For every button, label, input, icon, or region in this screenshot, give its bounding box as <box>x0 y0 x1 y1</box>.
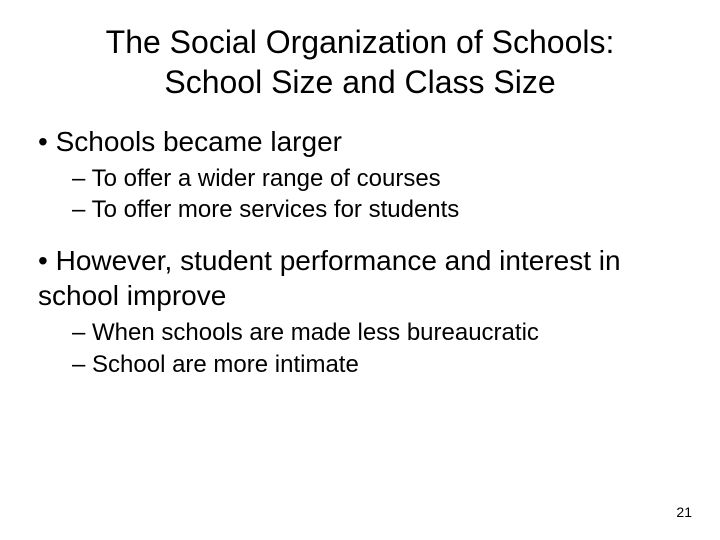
bullet-text: However, student performance and interes… <box>38 245 621 311</box>
bullet-text: Schools became larger <box>56 126 342 157</box>
title-line-2: School Size and Class Size <box>164 64 555 100</box>
sub-bullet-item: To offer more services for students <box>72 194 680 225</box>
slide-content: Schools became larger To offer a wider r… <box>0 102 720 380</box>
page-number: 21 <box>676 504 692 520</box>
slide: The Social Organization of Schools: Scho… <box>0 0 720 540</box>
sub-bullet-item: When schools are made less bureaucratic <box>72 317 680 348</box>
title-line-1: The Social Organization of Schools: <box>106 24 615 60</box>
sub-bullet-item: To offer a wider range of courses <box>72 163 680 194</box>
slide-title: The Social Organization of Schools: Scho… <box>0 0 720 102</box>
bullet-item: However, student performance and interes… <box>38 243 680 379</box>
sub-bullet-list: To offer a wider range of courses To off… <box>38 163 680 225</box>
bullet-item: Schools became larger To offer a wider r… <box>38 124 680 225</box>
sub-bullet-list: When schools are made less bureaucratic … <box>38 317 680 379</box>
sub-bullet-item: School are more intimate <box>72 349 680 380</box>
bullet-list: Schools became larger To offer a wider r… <box>38 124 680 380</box>
